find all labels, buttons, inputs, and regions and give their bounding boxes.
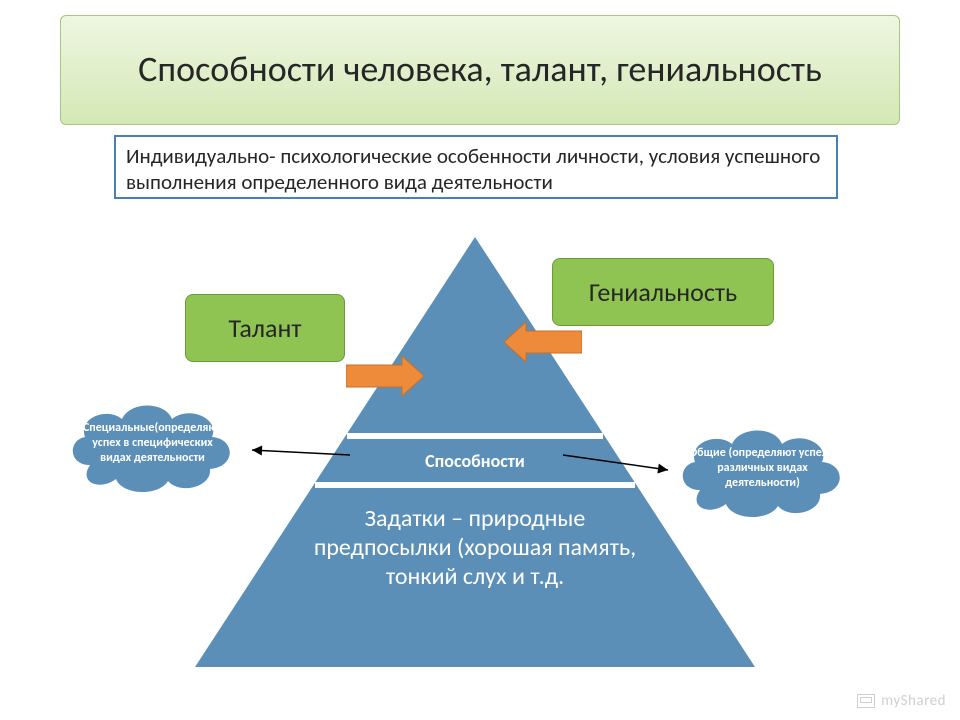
cloud-right: Общие (определяют успех в различных вида… [670,420,855,525]
definition-text: Индивидуально- психологические особеннос… [126,143,820,195]
watermark-icon [857,694,875,708]
pyramid-divider-2 [315,482,634,488]
tag-talent: Талант [185,294,345,362]
cloud-left: Специальные(определяют успех в специфиче… [60,395,245,500]
watermark-text: myShared [881,692,946,710]
slide-title: Способности человека, талант, гениальнос… [60,15,900,125]
watermark: myShared [857,692,946,710]
definition-box: Индивидуально- психологические особеннос… [114,135,838,199]
block-arrow-right [504,322,582,362]
slide-title-text: Способности человека, талант, гениальнос… [138,49,822,90]
pyramid-divider-1 [347,433,602,439]
tag-genius: Гениальность [552,258,774,326]
tag-talent-text: Талант [229,312,302,344]
block-arrow-left [346,356,424,396]
cloud-left-text: Специальные(определяют успех в специфиче… [78,421,227,466]
tag-genius-text: Гениальность [589,276,737,308]
pyramid-bottom-label: Задатки – природные предпосылки (хорошая… [305,505,645,591]
cloud-right-text: Общие (определяют успех в различных вида… [688,446,837,491]
